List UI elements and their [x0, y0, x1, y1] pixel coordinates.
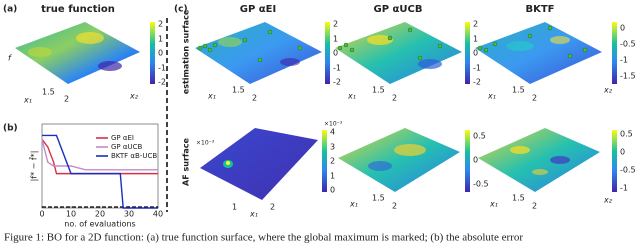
surface — [15, 22, 140, 84]
tick-label: 1.5 — [512, 86, 525, 95]
colorbar-tick: -1.5 — [620, 72, 636, 81]
series-line — [41, 139, 158, 171]
surface — [475, 22, 602, 84]
axis-label: x₂ — [129, 92, 139, 101]
surface — [338, 128, 460, 192]
colorbar-tick: 1 — [330, 172, 335, 181]
colorbar-tick: 0 — [620, 148, 625, 157]
axis-label: x₁ — [249, 210, 258, 219]
colorbar-tick: 1 — [158, 35, 163, 44]
colorbar-tick: 0 — [473, 49, 478, 58]
scale-label: ×10⁻³ — [196, 140, 215, 147]
colorbar-tick: -2 — [158, 78, 166, 87]
colorbar-tick: 0 — [473, 156, 478, 165]
colorbar-tick: -2 — [473, 78, 481, 87]
tick-label: 2 — [392, 202, 397, 211]
legend-label: BKTF αB-UCB — [111, 152, 157, 160]
colorbar-tick: -0.5 — [473, 180, 489, 189]
x-tick-label: 0 — [39, 210, 44, 219]
tick-label: 1.5 — [372, 86, 385, 95]
sample-points — [197, 25, 588, 63]
caption: Figure 1: BO for a 2D function: (a) true… — [4, 232, 523, 244]
colorbar-tick: 2 — [330, 157, 335, 166]
column-title: BKTF — [525, 4, 554, 15]
scale-label: ×10⁻³ — [324, 121, 343, 128]
colorbar — [612, 22, 617, 84]
legend-label: GP αEI — [111, 134, 134, 142]
colorbar-tick: -1 — [620, 184, 628, 193]
colorbar-tick: 2 — [473, 20, 478, 29]
surface — [195, 22, 322, 84]
tick-label: 2 — [270, 203, 275, 212]
colorbar-tick: 2 — [333, 20, 338, 29]
colorbar-tick: -0.5 — [620, 40, 636, 49]
colorbar-tick: 3 — [330, 143, 335, 152]
x-tick-label: 40 — [153, 210, 163, 219]
colorbar-tick: 4 — [330, 128, 335, 137]
colorbar-tick: -0.5 — [620, 166, 636, 175]
colorbar-tick: -1 — [333, 64, 341, 73]
axis-label: x₁ — [349, 200, 358, 209]
tick-label: 2 — [64, 95, 69, 104]
colorbar — [465, 22, 470, 84]
colorbar-tick: -1 — [620, 56, 628, 65]
tick-label: 2 — [532, 202, 537, 211]
surface — [200, 128, 318, 200]
colorbar-tick: 2 — [158, 20, 163, 29]
colorbar-tick: 0.5 — [620, 130, 633, 139]
tick-label: 1.5 — [42, 88, 55, 97]
colorbar — [465, 130, 470, 192]
axis-label: x₁ — [23, 96, 32, 105]
colorbar-tick: 0 — [158, 49, 163, 58]
y-axis-label: |f* − f̂*| — [28, 151, 38, 182]
x-tick-label: 20 — [95, 210, 105, 219]
surface — [478, 128, 600, 192]
legend-label: GP αUCB — [111, 143, 142, 151]
panel-label: (b) — [3, 124, 18, 134]
colorbar-tick: -2 — [333, 78, 341, 87]
tick-label: 1 — [232, 203, 237, 212]
series-line — [42, 134, 158, 209]
axis-label: x₁ — [489, 200, 498, 209]
row-label: estimation surface — [182, 9, 191, 94]
column-title: GP αUCB — [374, 4, 423, 15]
axis-label: f — [8, 54, 12, 63]
tick-label: 1.5 — [372, 194, 385, 203]
row-label: AF surface — [182, 137, 191, 185]
panel-label: (a) — [3, 5, 17, 15]
colorbar — [322, 130, 327, 192]
colorbar-tick: 0 — [620, 24, 625, 33]
colorbar-tick: 0.5 — [473, 132, 486, 141]
colorbar-tick: -1 — [158, 64, 166, 73]
axis-label: x₁ — [347, 92, 356, 101]
x-tick-label: 10 — [66, 210, 76, 219]
tick-label: 1.5 — [232, 86, 245, 95]
colorbar-tick: 1 — [333, 35, 338, 44]
colorbar — [612, 130, 617, 192]
axis-label: x₂ — [603, 86, 613, 95]
colorbar-tick: 0 — [333, 49, 338, 58]
column-title: GP αEI — [240, 4, 276, 15]
colorbar — [150, 22, 155, 84]
tick-label: 1.5 — [512, 194, 525, 203]
colorbar-tick: 0 — [330, 186, 335, 195]
axis-label: x₁ — [207, 92, 216, 101]
colorbar-tick: -1 — [473, 64, 481, 73]
axis-label: x₂ — [603, 196, 613, 205]
tick-label: 2 — [532, 94, 537, 103]
chart: 0 10 20 30 40 no. of evaluations |f* − f̂*| GP … — [28, 123, 163, 229]
tick-label: 2 — [252, 94, 257, 103]
x-axis-label: no. of evaluations — [64, 220, 135, 229]
tick-label: 2 — [392, 94, 397, 103]
axis-label: x₁ — [487, 92, 496, 101]
panel-label: (c) — [174, 5, 188, 15]
colorbar-tick: 1 — [473, 35, 478, 44]
surface — [335, 22, 462, 84]
x-tick-label: 30 — [124, 210, 134, 219]
panel-title: true function — [41, 4, 115, 15]
colorbar — [325, 22, 330, 84]
